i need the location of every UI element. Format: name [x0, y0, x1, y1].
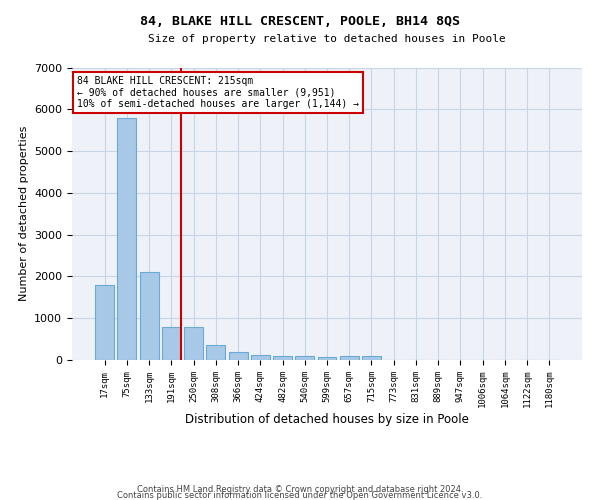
- Text: 84, BLAKE HILL CRESCENT, POOLE, BH14 8QS: 84, BLAKE HILL CRESCENT, POOLE, BH14 8QS: [140, 15, 460, 28]
- Bar: [162, 326, 181, 360]
- Text: Contains public sector information licensed under the Open Government Licence v3: Contains public sector information licen…: [118, 490, 482, 500]
- Bar: [118, 118, 136, 360]
- Bar: [140, 272, 158, 360]
- Title: Size of property relative to detached houses in Poole: Size of property relative to detached ho…: [148, 34, 506, 44]
- Bar: [362, 356, 381, 360]
- Bar: [340, 356, 359, 360]
- Text: Contains HM Land Registry data © Crown copyright and database right 2024.: Contains HM Land Registry data © Crown c…: [137, 484, 463, 494]
- Bar: [317, 357, 337, 360]
- Y-axis label: Number of detached properties: Number of detached properties: [19, 126, 29, 302]
- Bar: [95, 285, 114, 360]
- Text: 84 BLAKE HILL CRESCENT: 215sqm
← 90% of detached houses are smaller (9,951)
10% : 84 BLAKE HILL CRESCENT: 215sqm ← 90% of …: [77, 76, 359, 110]
- Bar: [206, 346, 225, 360]
- Bar: [273, 356, 292, 360]
- Bar: [229, 352, 248, 360]
- X-axis label: Distribution of detached houses by size in Poole: Distribution of detached houses by size …: [185, 413, 469, 426]
- Bar: [295, 356, 314, 360]
- Bar: [184, 326, 203, 360]
- Bar: [251, 355, 270, 360]
